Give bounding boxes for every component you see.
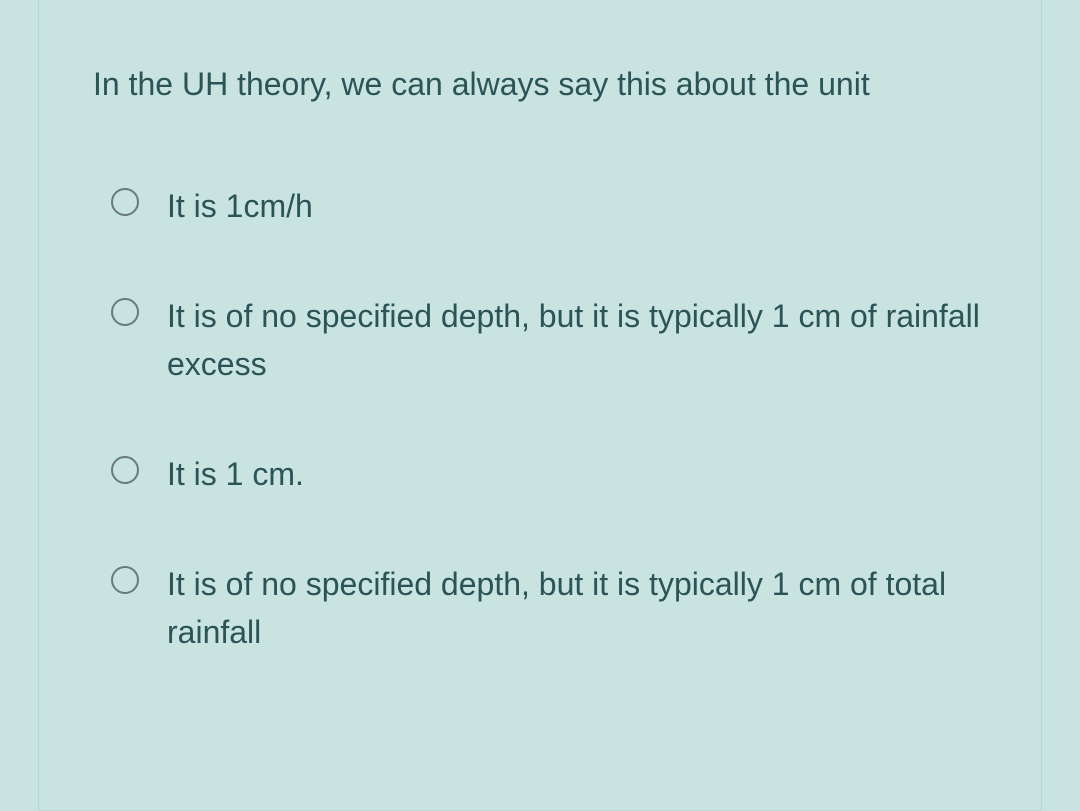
- question-card: In the UH theory, we can always say this…: [38, 0, 1042, 811]
- option-label: It is 1 cm.: [167, 450, 304, 498]
- radio-icon[interactable]: [111, 188, 139, 216]
- radio-icon[interactable]: [111, 566, 139, 594]
- option-2[interactable]: It is 1 cm.: [111, 450, 987, 498]
- options-list: It is 1cm/h It is of no specified depth,…: [93, 182, 987, 656]
- option-3[interactable]: It is of no specified depth, but it is t…: [111, 560, 987, 656]
- radio-icon[interactable]: [111, 298, 139, 326]
- option-1[interactable]: It is of no specified depth, but it is t…: [111, 292, 987, 388]
- question-prompt: In the UH theory, we can always say this…: [93, 60, 987, 110]
- option-label: It is of no specified depth, but it is t…: [167, 292, 987, 388]
- radio-icon[interactable]: [111, 456, 139, 484]
- option-0[interactable]: It is 1cm/h: [111, 182, 987, 230]
- option-label: It is of no specified depth, but it is t…: [167, 560, 987, 656]
- option-label: It is 1cm/h: [167, 182, 313, 230]
